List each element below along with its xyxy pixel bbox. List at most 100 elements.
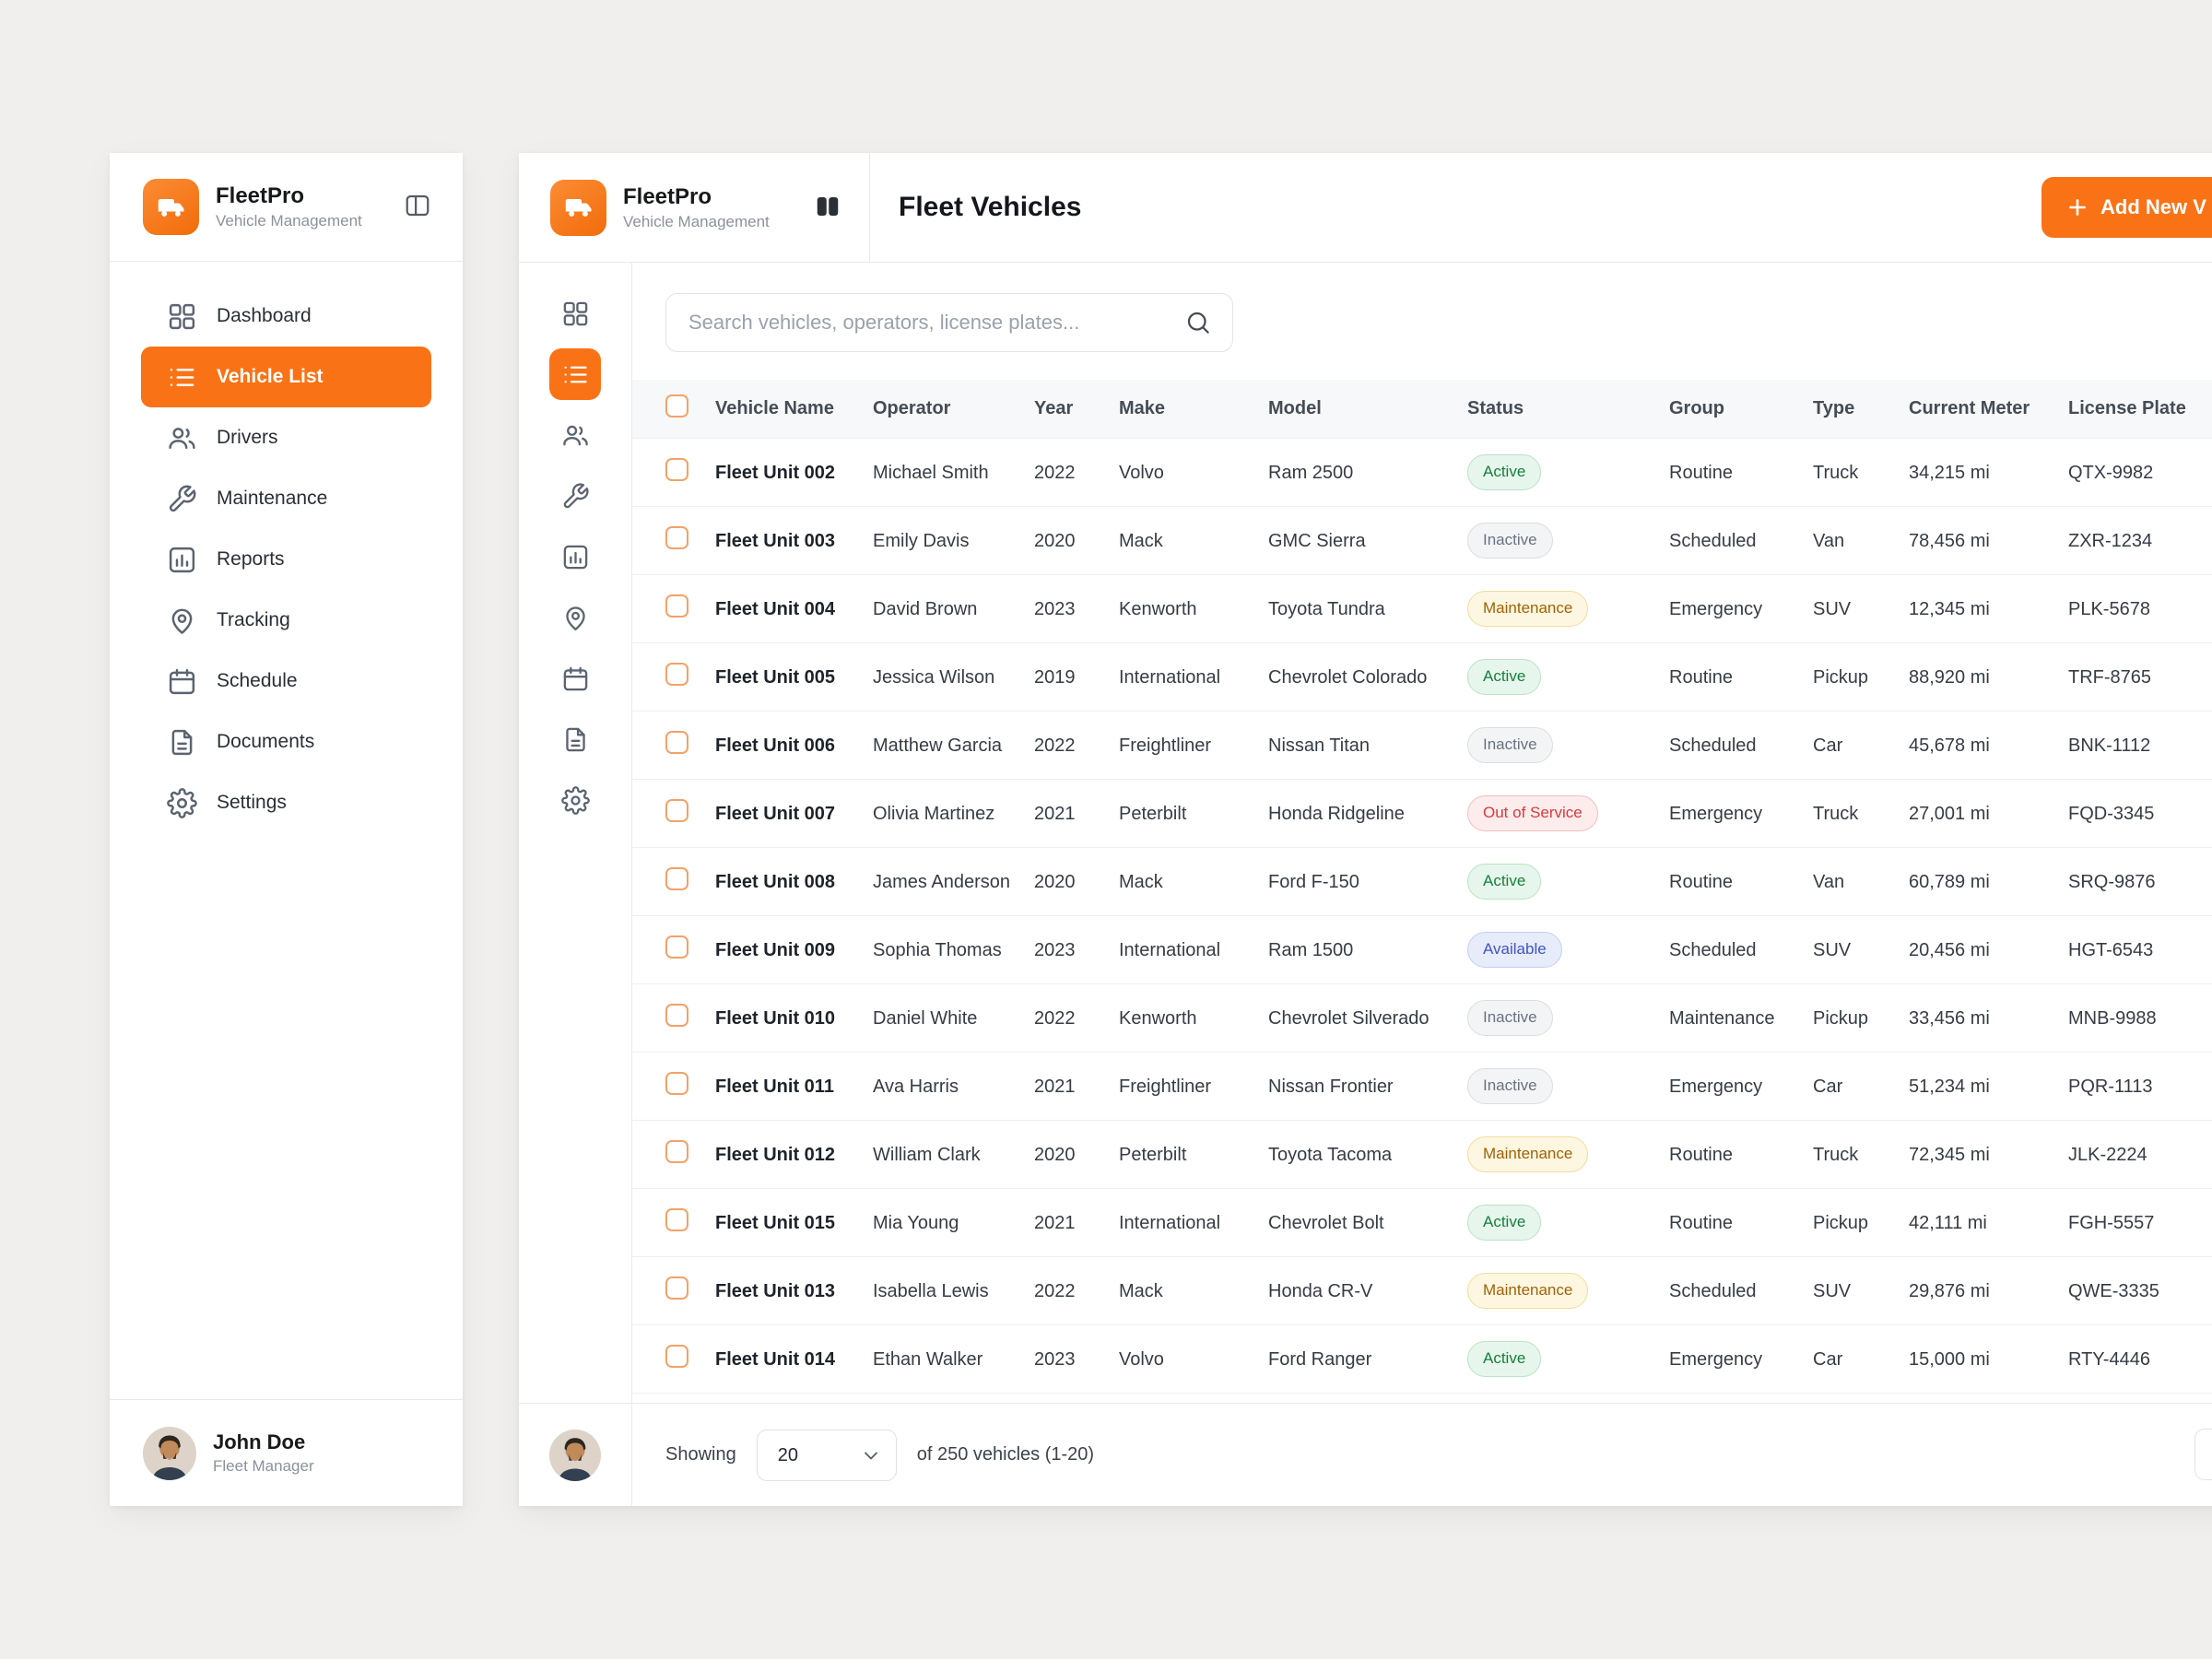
rail-item-reports[interactable] <box>549 531 601 582</box>
vehicle-name-cell: Fleet Unit 005 <box>715 666 836 688</box>
sidebar-item-label: Maintenance <box>217 488 328 509</box>
rail-item-tracking[interactable] <box>549 592 601 643</box>
row-checkbox[interactable] <box>665 457 688 481</box>
table-row[interactable]: Fleet Unit 003 Emily Davis 2020 Mack GMC… <box>632 507 2212 575</box>
table-row[interactable]: Fleet Unit 011 Ava Harris 2021 Freightli… <box>632 1053 2212 1121</box>
status-badge: Active <box>1467 1205 1542 1241</box>
type-cell: Car <box>1813 1076 1843 1097</box>
row-checkbox[interactable] <box>665 1207 688 1231</box>
sidebar-item-drivers[interactable]: Drivers <box>141 407 431 468</box>
sidebar-collapse-icon[interactable] <box>400 188 435 226</box>
vehicle-name-cell: Fleet Unit 013 <box>715 1280 836 1301</box>
table-row[interactable]: Fleet Unit 008 James Anderson 2020 Mack … <box>632 848 2212 916</box>
group-cell: Routine <box>1669 871 1733 892</box>
sidebar-item-vehicle-list[interactable]: Vehicle List <box>141 347 431 407</box>
rail-item-vehicle-list[interactable] <box>549 348 601 400</box>
select-all-checkbox[interactable] <box>665 394 688 418</box>
rail-item-documents[interactable] <box>549 713 601 765</box>
reports-chart-icon <box>167 545 197 575</box>
row-checkbox[interactable] <box>665 594 688 618</box>
table-row[interactable]: Fleet Unit 009 Sophia Thomas 2023 Intern… <box>632 916 2212 984</box>
table-row[interactable]: Fleet Unit 015 Mia Young 2021 Internatio… <box>632 1189 2212 1257</box>
page-size-select[interactable]: 20 <box>756 1429 897 1481</box>
table-row[interactable]: Fleet Unit 014 Ethan Walker 2023 Volvo F… <box>632 1325 2212 1394</box>
table-row[interactable]: Fleet Unit 006 Matthew Garcia 2022 Freig… <box>632 712 2212 780</box>
table-row[interactable]: Fleet Unit 010 Daniel White 2022 Kenwort… <box>632 984 2212 1053</box>
rail-item-maintenance[interactable] <box>549 470 601 522</box>
sidebar-item-reports[interactable]: Reports <box>141 529 431 590</box>
sidebar-item-maintenance[interactable]: Maintenance <box>141 468 431 529</box>
rail-item-settings[interactable] <box>549 774 601 826</box>
row-checkbox-cell <box>665 798 715 829</box>
table-row[interactable]: Fleet Unit 002 Michael Smith 2022 Volvo … <box>632 439 2212 507</box>
table-row[interactable]: Fleet Unit 013 Isabella Lewis 2022 Mack … <box>632 1257 2212 1325</box>
make-cell: Mack <box>1119 530 1163 551</box>
window-header: FleetPro Vehicle Management Fleet Vehicl… <box>519 153 2212 263</box>
make-cell: Volvo <box>1119 1348 1164 1370</box>
sidebar-item-tracking[interactable]: Tracking <box>141 590 431 651</box>
status-badge: Maintenance <box>1467 1273 1589 1309</box>
license-plate-cell: BNK-1112 <box>2068 735 2151 756</box>
row-checkbox[interactable] <box>665 1071 688 1095</box>
current-meter-cell: 20,456 mi <box>1909 939 1990 960</box>
status-cell: Inactive <box>1467 513 1669 567</box>
model-cell: Toyota Tacoma <box>1268 1144 1393 1165</box>
year-cell: 2020 <box>1034 530 1076 551</box>
sidebar-item-settings[interactable]: Settings <box>141 772 431 833</box>
row-checkbox[interactable] <box>665 662 688 686</box>
operator-cell: Michael Smith <box>873 462 989 483</box>
status-cell: Active <box>1467 1332 1669 1385</box>
table-row[interactable]: Fleet Unit 004 David Brown 2023 Kenworth… <box>632 575 2212 643</box>
status-cell: Active <box>1467 445 1669 499</box>
group-cell: Scheduled <box>1669 1280 1757 1301</box>
model-cell: Chevrolet Colorado <box>1268 666 1428 688</box>
table-row[interactable]: Fleet Unit 012 William Clark 2020 Peterb… <box>632 1121 2212 1189</box>
collapsed-sidebar-rail <box>519 263 632 1403</box>
vehicle-name-cell: Fleet Unit 009 <box>715 939 836 960</box>
row-checkbox[interactable] <box>665 1276 688 1300</box>
table-row[interactable]: Fleet Unit 005 Jessica Wilson 2019 Inter… <box>632 643 2212 712</box>
operator-cell: William Clark <box>873 1144 981 1165</box>
pagination-bar: Showing 20 of 250 vehicles (1-20) <box>632 1429 1094 1481</box>
license-plate-cell: FQD-3345 <box>2068 803 2155 824</box>
current-meter-cell: 15,000 mi <box>1909 1348 1990 1370</box>
row-checkbox[interactable] <box>665 1344 688 1368</box>
type-cell: SUV <box>1813 1280 1852 1301</box>
model-cell: Honda CR-V <box>1268 1280 1373 1301</box>
row-checkbox[interactable] <box>665 1003 688 1027</box>
model-cell: Ford Ranger <box>1268 1348 1372 1370</box>
sidebar-item-schedule[interactable]: Schedule <box>141 651 431 712</box>
row-checkbox[interactable] <box>665 866 688 890</box>
type-cell: Van <box>1813 871 1845 892</box>
column-header: Status <box>1467 398 1524 418</box>
current-meter-cell: 12,345 mi <box>1909 598 1990 619</box>
sidebar-user-profile[interactable]: John Doe Fleet Manager <box>110 1399 463 1506</box>
column-header: Operator <box>873 398 951 418</box>
avatar[interactable] <box>549 1430 601 1481</box>
sidebar-expand-icon[interactable] <box>810 189 845 227</box>
row-checkbox[interactable] <box>665 798 688 822</box>
vehicle-name-cell: Fleet Unit 002 <box>715 462 836 483</box>
pagination-button[interactable] <box>2194 1429 2212 1480</box>
table-body: Fleet Unit 002 Michael Smith 2022 Volvo … <box>632 439 2212 1394</box>
model-cell: Ram 1500 <box>1268 939 1354 960</box>
row-checkbox[interactable] <box>665 935 688 959</box>
table-row[interactable]: Fleet Unit 007 Olivia Martinez 2021 Pete… <box>632 780 2212 848</box>
license-plate-cell: MNB-9988 <box>2068 1007 2157 1029</box>
type-cell: Truck <box>1813 803 1859 824</box>
sidebar-item-dashboard[interactable]: Dashboard <box>141 286 431 347</box>
row-checkbox[interactable] <box>665 525 688 549</box>
sidebar-item-documents[interactable]: Documents <box>141 712 431 772</box>
search-bar <box>665 293 1233 352</box>
row-checkbox[interactable] <box>665 730 688 754</box>
make-cell: Volvo <box>1119 462 1164 483</box>
rail-item-drivers[interactable] <box>549 409 601 461</box>
rail-item-schedule[interactable] <box>549 653 601 704</box>
rail-item-dashboard[interactable] <box>549 288 601 339</box>
make-cell: Freightliner <box>1119 1076 1212 1097</box>
drivers-icon <box>561 421 590 450</box>
search-input[interactable] <box>687 310 1184 335</box>
row-checkbox[interactable] <box>665 1139 688 1163</box>
add-new-vehicle-button[interactable]: Add New V <box>2041 177 2212 238</box>
license-plate-cell: QWE-3335 <box>2068 1280 2159 1301</box>
